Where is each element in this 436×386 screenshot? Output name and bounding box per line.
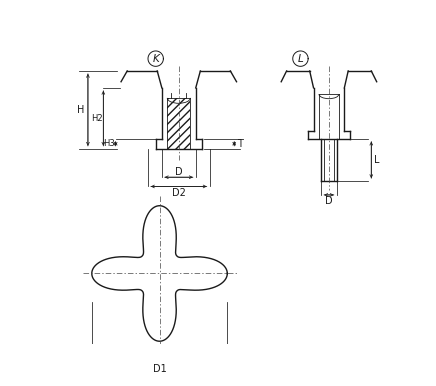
Text: L: L <box>374 155 379 165</box>
Text: H3: H3 <box>104 139 116 148</box>
Bar <box>167 98 191 149</box>
Text: T: T <box>238 139 243 149</box>
Text: H: H <box>77 105 85 115</box>
Text: D2: D2 <box>172 188 186 198</box>
Text: K: K <box>152 54 159 64</box>
Text: L: L <box>298 54 303 64</box>
Text: D1: D1 <box>153 364 167 374</box>
Text: D: D <box>325 196 333 206</box>
Text: D: D <box>175 167 183 177</box>
Text: H2: H2 <box>92 114 103 123</box>
